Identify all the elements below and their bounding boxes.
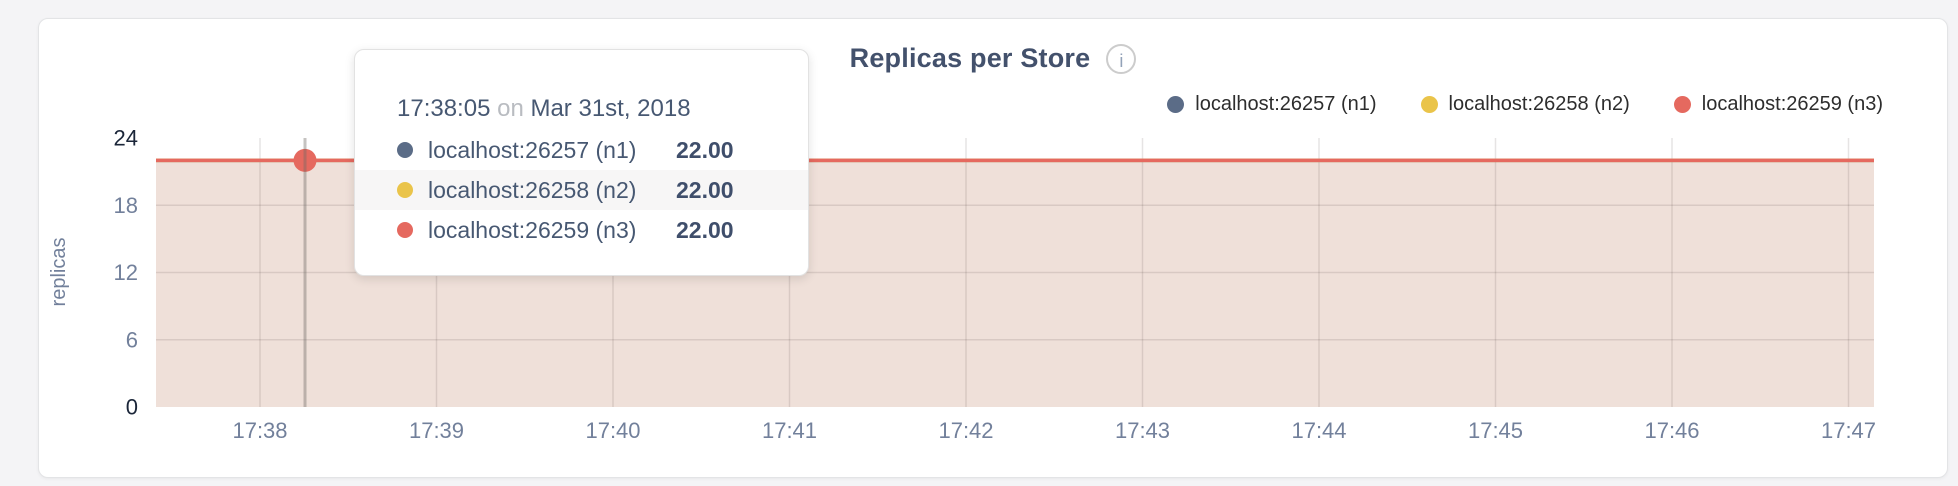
legend-swatch: [1673, 96, 1691, 113]
tooltip-series-swatch: [397, 182, 413, 198]
x-tick-label: 17:41: [762, 418, 817, 443]
x-tick-label: 17:43: [1115, 418, 1170, 443]
tooltip-time: 17:38:05: [397, 95, 491, 122]
info-icon[interactable]: i: [1106, 43, 1137, 74]
tooltip-series-label: localhost:26259 (n3): [428, 216, 637, 243]
tooltip-series-row: localhost:26258 (n2) 22.00: [355, 170, 808, 210]
x-tick-label: 17:38: [232, 418, 287, 443]
hover-point: [293, 148, 317, 172]
x-tick-label: 17:39: [409, 418, 464, 443]
tooltip-date: Mar 31st, 2018: [530, 95, 691, 122]
chart-header: Replicas per Store i: [39, 43, 1947, 74]
legend-item[interactable]: localhost:26257 (n1): [1167, 93, 1377, 116]
hover-tooltip: 17:38:05 on Mar 31st, 2018 localhost:262…: [354, 49, 809, 276]
tooltip-series-swatch: [397, 222, 413, 238]
y-tick-label: 0: [126, 395, 138, 420]
tooltip-series-value: 22.00: [676, 176, 734, 203]
x-tick-label: 17:47: [1821, 418, 1876, 443]
y-tick-label: 24: [114, 126, 138, 151]
y-tick-label: 12: [114, 260, 138, 285]
tooltip-series-swatch: [397, 142, 413, 158]
tooltip-series-value: 22.00: [676, 136, 734, 163]
y-axis-label: replicas: [48, 238, 70, 307]
chart-card: 0 6 12 18 24 17:38 17:39 17:40 17:41 17:42 17:43 17…: [38, 18, 1948, 478]
tooltip-rows: localhost:26257 (n1) 22.00 localhost:26258…: [355, 130, 808, 250]
legend-item[interactable]: localhost:26258 (n2): [1420, 93, 1630, 116]
tooltip-series-value: 22.00: [676, 216, 734, 243]
tooltip-series-row: localhost:26259 (n3) 22.00: [355, 210, 808, 250]
x-tick-label: 17:46: [1644, 418, 1699, 443]
legend-swatch: [1420, 96, 1438, 113]
x-tick-label: 17:44: [1291, 418, 1346, 443]
tooltip-series-row: localhost:26257 (n1) 22.00: [355, 130, 808, 170]
y-tick-label: 18: [114, 193, 138, 218]
tooltip-series-label: localhost:26257 (n1): [428, 136, 637, 163]
chart-plot[interactable]: 0 6 12 18 24 17:38 17:39 17:40 17:41 17:42 17:43 17…: [39, 19, 1949, 479]
tooltip-timestamp: 17:38:05 on Mar 31st, 2018: [355, 50, 808, 124]
legend-swatch: [1167, 96, 1185, 113]
legend-item[interactable]: localhost:26259 (n3): [1673, 93, 1883, 116]
tooltip-series-label: localhost:26258 (n2): [428, 176, 637, 203]
legend: localhost:26257 (n1) localhost:26258 (n2)…: [1167, 93, 1883, 116]
x-tick-label: 17:42: [938, 418, 993, 443]
tooltip-separator: on: [497, 95, 524, 122]
x-tick-label: 17:45: [1468, 418, 1523, 443]
legend-item-label: localhost:26258 (n2): [1448, 93, 1630, 115]
legend-item-label: localhost:26257 (n1): [1195, 93, 1377, 115]
legend-item-label: localhost:26259 (n3): [1701, 93, 1883, 115]
chart-title: Replicas per Store: [849, 43, 1091, 73]
x-tick-label: 17:40: [585, 418, 640, 443]
y-tick-label: 6: [126, 327, 138, 352]
